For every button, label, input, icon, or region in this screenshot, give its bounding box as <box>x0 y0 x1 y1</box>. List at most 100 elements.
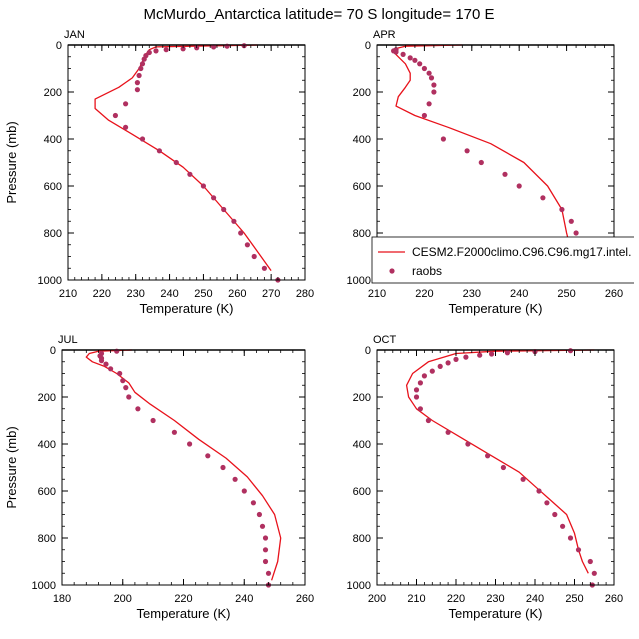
panel-label: OCT <box>373 334 397 346</box>
raob-marker <box>173 159 179 166</box>
raob-marker <box>134 87 140 93</box>
raob-marker <box>425 417 431 424</box>
raob-marker <box>429 368 435 374</box>
raob-marker <box>103 361 109 367</box>
raob-marker <box>108 366 114 372</box>
raob-marker <box>591 570 597 576</box>
figure-title: McMurdo_Antarctica latitude= 70 S longit… <box>143 6 494 23</box>
raob-marker <box>250 500 256 506</box>
y-tick-label: 800 <box>44 228 62 240</box>
y-tick-label: 600 <box>353 181 371 193</box>
raob-marker <box>573 230 579 236</box>
x-axis-label: Temperature (K) <box>137 606 231 621</box>
raob-marker <box>567 348 574 354</box>
x-tick-label: 260 <box>296 593 314 605</box>
panel-label: JAN <box>64 29 85 41</box>
y-tick-label: 0 <box>50 345 56 357</box>
x-tick-label: 220 <box>174 593 192 605</box>
raob-marker <box>587 558 593 565</box>
raob-marker <box>417 406 423 412</box>
raob-marker <box>134 80 140 86</box>
raob-marker <box>567 535 574 541</box>
y-tick-label: 400 <box>353 439 371 451</box>
x-tick-label: 250 <box>565 593 583 605</box>
raob-marker <box>426 70 432 76</box>
model-line <box>85 349 282 581</box>
x-tick-label: 270 <box>262 288 280 300</box>
y-tick-label: 800 <box>353 228 371 240</box>
y-tick-label: 400 <box>353 134 371 146</box>
raob-marker <box>98 358 105 364</box>
panel-jul: 180 200 220 240 260 0 200 400 600 800 1000 JUL Tempe… <box>4 334 314 621</box>
raob-marker <box>465 441 471 447</box>
raob-marker <box>417 380 423 386</box>
x-tick-label: 210 <box>407 593 425 605</box>
raob-marker <box>123 101 129 107</box>
x-tick-label: 220 <box>93 288 111 300</box>
panels-group: 210 220 230 240 250 260 270 280 0 200 400 600 800 100… <box>4 29 623 621</box>
raob-marker <box>464 148 470 154</box>
raob-marker <box>153 48 159 54</box>
x-tick-label: 210 <box>59 288 77 300</box>
y-axis-label: Pressure (mb) <box>4 426 19 508</box>
raob-marker <box>120 378 126 384</box>
x-tick-label: 200 <box>114 593 132 605</box>
raob-marker <box>445 360 451 366</box>
y-tick-label: 1000 <box>347 275 371 287</box>
raob-marker <box>520 476 526 482</box>
panel-label: APR <box>373 29 396 41</box>
x-tick-label: 260 <box>605 593 623 605</box>
raob-marker <box>117 370 123 377</box>
raob-marker <box>259 523 266 529</box>
raob-marker <box>139 61 146 67</box>
legend: CESM2.F2000climo.C96.C96.mg17.intel. raob… <box>371 236 634 284</box>
raob-marker <box>262 558 269 565</box>
raob-marker <box>559 206 565 213</box>
x-tick-label: 230 <box>127 288 145 300</box>
y-tick-label: 200 <box>353 392 371 404</box>
raob-marker <box>440 136 446 142</box>
raob-marker <box>224 43 230 49</box>
y-tick-label: 200 <box>353 87 371 99</box>
x-tick-label: 180 <box>53 593 71 605</box>
raob-marker <box>211 44 217 50</box>
y-tick-label: 0 <box>56 40 62 52</box>
legend-body: CESM2.F2000climo.C96.C96.mg17.intel. raob… <box>371 236 634 284</box>
raob-marker <box>146 49 152 56</box>
plot-frame <box>61 349 306 586</box>
y-tick-label: 0 <box>365 40 371 52</box>
raob-marker <box>231 218 237 224</box>
raob-marker <box>437 363 443 369</box>
x-tick-label: 260 <box>228 288 246 300</box>
y-tick-label: 800 <box>353 533 371 545</box>
x-tick-label: 230 <box>463 288 481 300</box>
raob-marker <box>123 385 129 391</box>
raob-marker <box>220 464 226 471</box>
panel-label: JUL <box>58 334 78 346</box>
legend-raobs-marker <box>389 268 395 274</box>
raob-marker <box>575 547 582 553</box>
raob-marker <box>500 464 506 471</box>
legend-model-label: CESM2.F2000climo.C96.C96.mg17.intel. <box>412 245 631 259</box>
x-tick-label: 280 <box>296 288 314 300</box>
raob-marker <box>138 65 144 72</box>
raob-marker <box>540 195 546 201</box>
raob-marker <box>244 242 250 248</box>
raob-marker <box>114 348 120 354</box>
raob-marker <box>171 429 177 435</box>
y-tick-label: 0 <box>365 345 371 357</box>
x-axis-label: Temperature (K) <box>140 301 234 316</box>
raob-marker <box>205 453 211 459</box>
x-tick-label: 240 <box>160 288 178 300</box>
x-axis-label: Temperature (K) <box>449 301 543 316</box>
x-tick-label: 250 <box>194 288 212 300</box>
raob-marker <box>180 46 186 52</box>
raob-marker <box>421 373 427 379</box>
raob-marker <box>445 429 451 435</box>
model-line <box>94 44 272 271</box>
x-tick-label: 200 <box>368 593 386 605</box>
raob-marker <box>453 356 459 362</box>
raob-marker <box>261 265 267 271</box>
raob-marker <box>262 535 269 541</box>
